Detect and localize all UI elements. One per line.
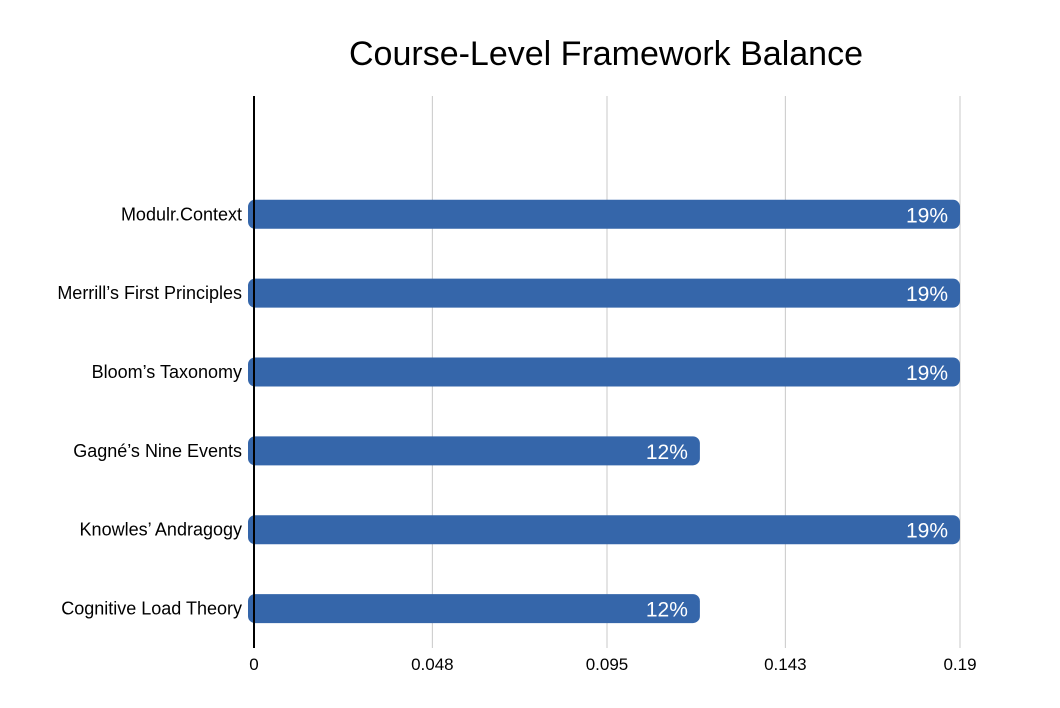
bar [248,436,700,466]
category-labels: Modulr.Context Merrill’s First Principles… [57,204,242,618]
bar-data-label: 19% [906,362,948,385]
category-label: Modulr.Context [121,204,242,224]
x-tick-label: 0 [249,655,258,674]
bar [248,594,700,624]
category-label: Bloom’s Taxonomy [92,362,242,382]
bars: 19% 19% 19% 12% 19% 12% [248,199,960,624]
bar [248,357,960,387]
x-tick-label: 0.095 [586,655,629,674]
bar [248,199,960,229]
x-tick-label: 0.19 [943,655,976,674]
category-label: Merrill’s First Principles [57,283,242,303]
chart-title: Course-Level Framework Balance [349,35,863,73]
bar [248,515,960,545]
tick-labels: 0 0.048 0.095 0.143 0.19 [249,655,976,674]
bar [248,278,960,308]
category-label: Knowles’ Andragogy [80,520,242,540]
x-tick-label: 0.048 [411,655,454,674]
x-tick-label: 0.143 [764,655,807,674]
bar-data-label: 19% [906,283,948,306]
bar-data-label: 12% [646,441,688,464]
category-label: Gagné’s Nine Events [73,441,242,461]
category-label: Cognitive Load Theory [61,599,242,619]
bar-data-label: 12% [646,599,688,622]
bar-data-label: 19% [906,204,948,227]
bar-data-label: 19% [906,520,948,543]
